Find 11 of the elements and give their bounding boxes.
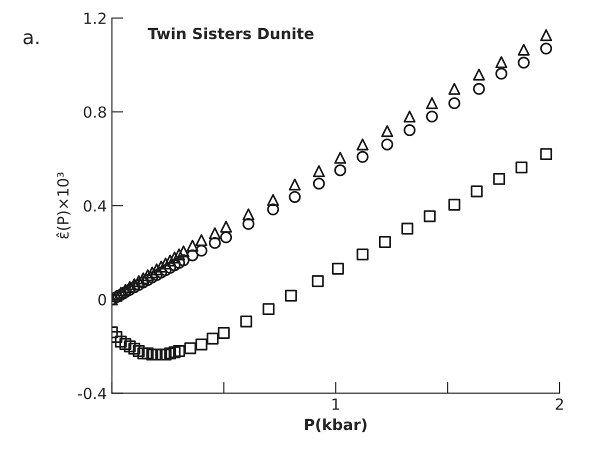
y-tick-label: 0 (98, 294, 106, 306)
y-tick-label: 0.8 (84, 106, 106, 118)
x-tick-label: 2 (556, 398, 563, 410)
y-axis-title: ε̂(P)×10³ (56, 172, 71, 239)
y-tick-label: -0.4 (78, 388, 106, 400)
y-tick-label: 0.4 (84, 200, 106, 212)
y-tick-label: 1.2 (84, 12, 106, 24)
x-tick-label: 1 (332, 398, 340, 410)
x-axis-title: P(kbar) (305, 418, 366, 432)
text: a. (24, 33, 38, 44)
text: Twin Sisters Dunite (148, 27, 314, 40)
